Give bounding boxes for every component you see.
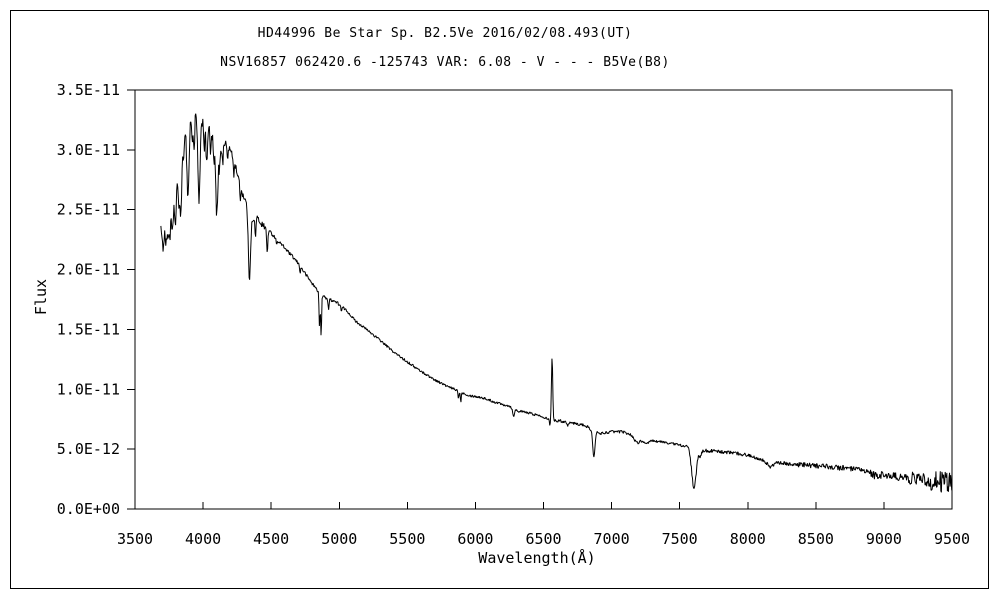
x-tick-label: 8500 bbox=[798, 530, 834, 548]
spectrum-line bbox=[160, 113, 953, 493]
x-tick-label: 8000 bbox=[730, 530, 766, 548]
x-axis-title: Wavelength(Å) bbox=[478, 549, 596, 567]
chart-header: HD44996 Be Star Sp. B2.5Ve 2016/02/08.49… bbox=[0, 26, 890, 71]
x-tick-label: 7000 bbox=[594, 530, 630, 548]
y-tick-label: 3.5E-11 bbox=[57, 81, 120, 99]
x-tick-label: 4500 bbox=[253, 530, 289, 548]
x-tick-label: 6000 bbox=[457, 530, 493, 548]
y-tick-label: 3.0E-11 bbox=[57, 141, 120, 159]
plot-border bbox=[134, 89, 953, 510]
x-tick-label: 5000 bbox=[321, 530, 357, 548]
y-tick-label: 0.0E+00 bbox=[57, 500, 120, 518]
y-tick-label: 2.5E-11 bbox=[57, 201, 120, 219]
x-tick-label: 3500 bbox=[117, 530, 153, 548]
y-tick-label: 5.0E-12 bbox=[57, 440, 120, 458]
y-tick-label: 1.0E-11 bbox=[57, 380, 120, 398]
x-tick-label: 6500 bbox=[525, 530, 561, 548]
chart-title-line1: HD44996 Be Star Sp. B2.5Ve 2016/02/08.49… bbox=[257, 26, 633, 41]
x-tick-label: 9000 bbox=[866, 530, 902, 548]
x-tick-label: 5500 bbox=[389, 530, 425, 548]
y-tick-label: 1.5E-11 bbox=[57, 320, 120, 338]
y-tick-label: 2.0E-11 bbox=[57, 261, 120, 279]
x-tick-label: 4000 bbox=[185, 530, 221, 548]
chart-title-line2: NSV16857 062420.6 -125743 VAR: 6.08 - V … bbox=[220, 55, 670, 70]
x-tick-label: 7500 bbox=[662, 530, 698, 548]
x-tick-label: 9500 bbox=[934, 530, 970, 548]
outer-border bbox=[10, 10, 989, 589]
